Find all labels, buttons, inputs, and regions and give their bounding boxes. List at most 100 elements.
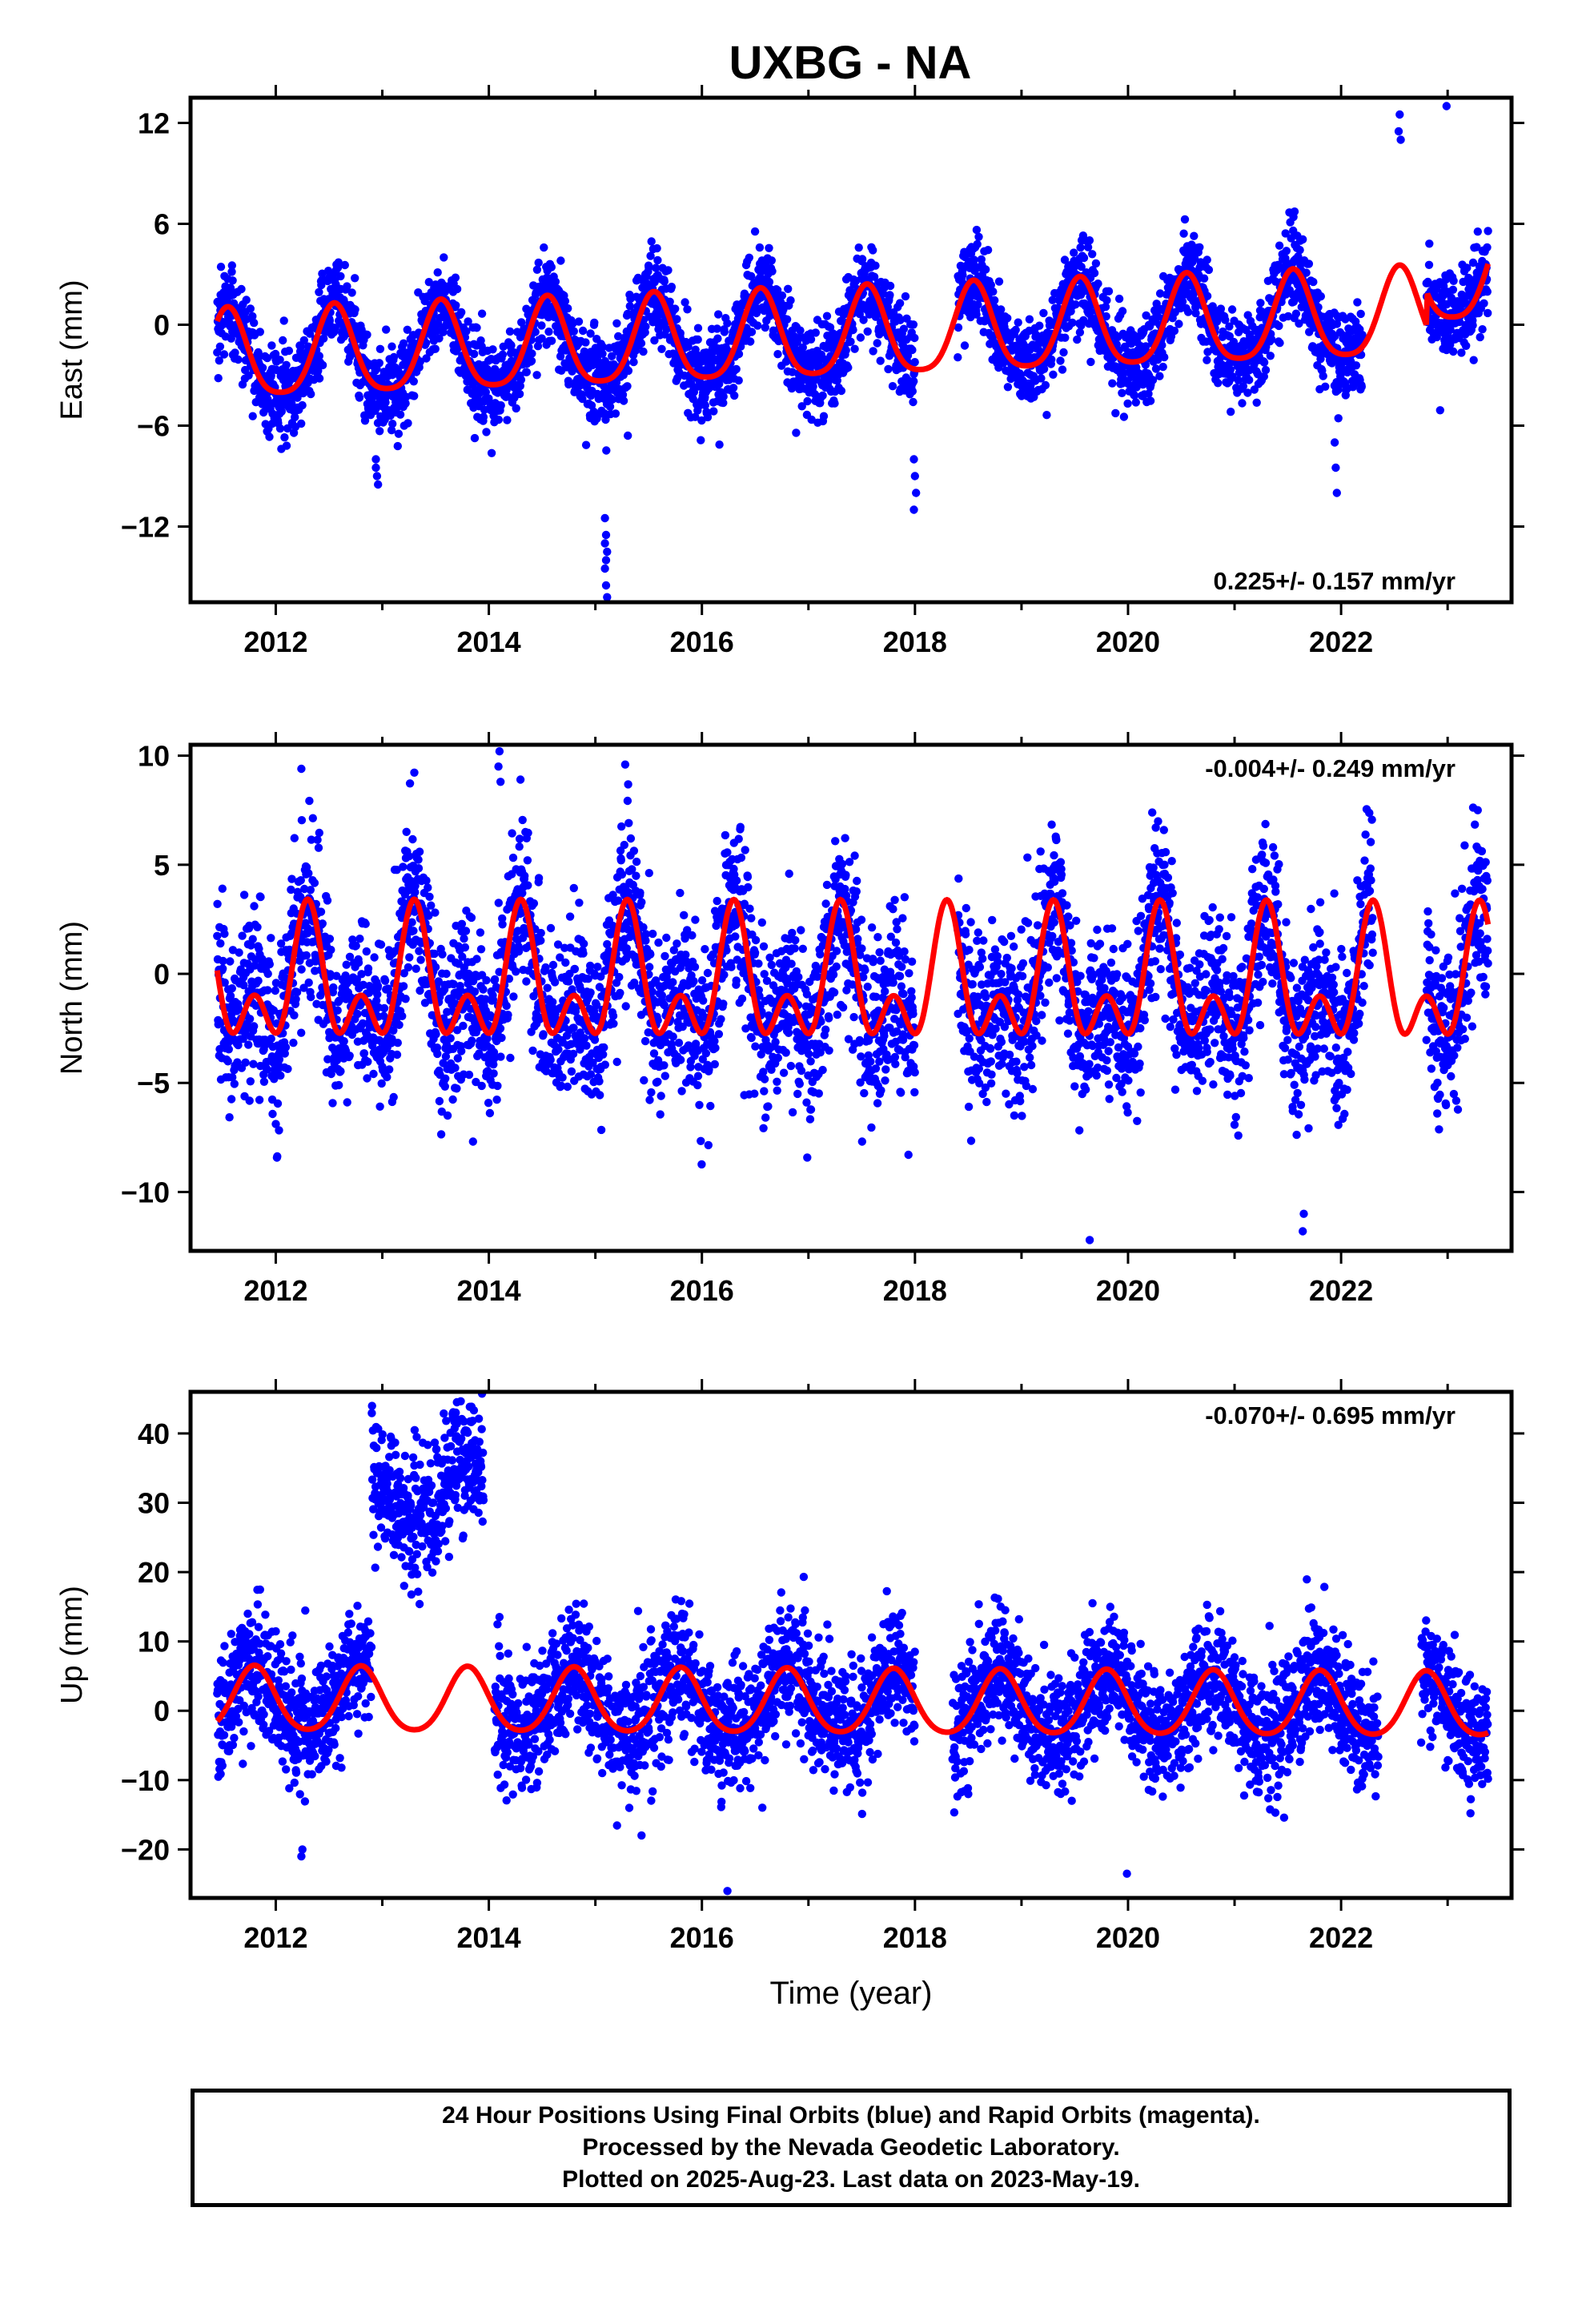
data-point <box>226 283 235 292</box>
data-point <box>279 336 287 345</box>
data-point <box>691 412 700 421</box>
data-point <box>767 256 776 265</box>
data-point <box>318 360 327 370</box>
data-point <box>850 344 859 353</box>
data-point <box>551 277 560 286</box>
data-point <box>216 263 226 271</box>
data-point <box>517 318 526 327</box>
data-point <box>1047 355 1056 364</box>
data-point <box>846 337 855 346</box>
data-point <box>910 333 919 343</box>
data-point <box>830 399 839 408</box>
data-point <box>438 950 447 959</box>
outlier-point <box>601 581 611 590</box>
data-point <box>646 251 655 260</box>
data-point <box>997 305 1006 314</box>
data-point <box>537 334 546 343</box>
data-point <box>1011 325 1020 335</box>
data-point <box>404 419 412 428</box>
data-point <box>782 315 792 324</box>
outlier-point <box>601 556 611 565</box>
data-point <box>313 835 322 844</box>
data-point <box>719 398 728 408</box>
data-point <box>652 243 661 253</box>
data-point <box>974 300 982 309</box>
data-point <box>1484 227 1492 235</box>
data-point <box>453 1054 462 1063</box>
data-point <box>1483 287 1492 296</box>
data-point <box>477 1081 486 1091</box>
data-point <box>1111 408 1120 418</box>
data-point <box>297 965 306 974</box>
data-point <box>1102 296 1111 305</box>
data-point <box>459 1021 468 1031</box>
data-point <box>385 1065 394 1074</box>
data-point <box>1319 372 1327 380</box>
data-point <box>734 349 744 359</box>
data-point <box>1204 265 1214 275</box>
data-point <box>244 371 253 380</box>
data-point <box>522 368 531 376</box>
data-point <box>1041 380 1050 390</box>
data-point <box>355 393 364 402</box>
data-point <box>1048 296 1057 304</box>
data-point <box>443 1111 452 1120</box>
data-point <box>1302 268 1311 277</box>
data-point <box>258 364 267 372</box>
outlier-point <box>601 530 611 540</box>
data-point <box>1462 341 1471 350</box>
data-point <box>986 280 996 290</box>
data-point <box>370 953 379 962</box>
data-point <box>409 377 418 386</box>
data-point <box>284 346 294 356</box>
data-point <box>306 886 315 895</box>
data-point <box>1469 356 1478 364</box>
data-point <box>310 879 319 887</box>
data-point <box>289 1039 298 1047</box>
data-point <box>282 441 291 450</box>
data-point <box>433 268 442 277</box>
data-point <box>909 397 917 407</box>
data-point <box>1190 231 1199 240</box>
data-point <box>375 344 385 353</box>
data-point <box>291 995 300 1004</box>
data-point <box>291 412 299 422</box>
data-point <box>857 255 867 263</box>
data-point <box>965 294 974 303</box>
data-point <box>336 1067 345 1076</box>
data-point <box>228 276 237 285</box>
data-point <box>1357 382 1367 392</box>
data-point <box>304 978 313 987</box>
data-point <box>263 986 272 995</box>
data-point <box>237 284 246 294</box>
data-point <box>841 346 850 355</box>
data-point <box>528 349 536 358</box>
data-point <box>1101 303 1110 312</box>
data-point <box>1243 388 1252 397</box>
data-point <box>983 246 993 255</box>
data-point <box>267 1034 275 1043</box>
data-point <box>1060 255 1070 264</box>
data-point <box>314 366 323 376</box>
data-point <box>667 283 677 292</box>
data-point <box>383 1072 391 1082</box>
data-point <box>1141 360 1150 369</box>
data-point <box>273 1099 283 1108</box>
data-point <box>1058 365 1067 374</box>
data-point <box>234 355 243 364</box>
data-point <box>1291 309 1301 318</box>
data-point <box>415 947 424 955</box>
data-point <box>422 876 431 885</box>
data-point <box>249 1059 258 1068</box>
data-point <box>250 319 259 328</box>
data-point <box>1178 297 1187 306</box>
data-point <box>424 883 432 892</box>
data-point <box>564 304 572 313</box>
data-point <box>803 396 812 406</box>
data-point <box>1267 335 1276 344</box>
data-point <box>283 1064 292 1074</box>
data-point <box>1180 215 1190 224</box>
data-point <box>1158 362 1167 372</box>
data-point <box>527 356 536 365</box>
data-point <box>1226 365 1235 374</box>
